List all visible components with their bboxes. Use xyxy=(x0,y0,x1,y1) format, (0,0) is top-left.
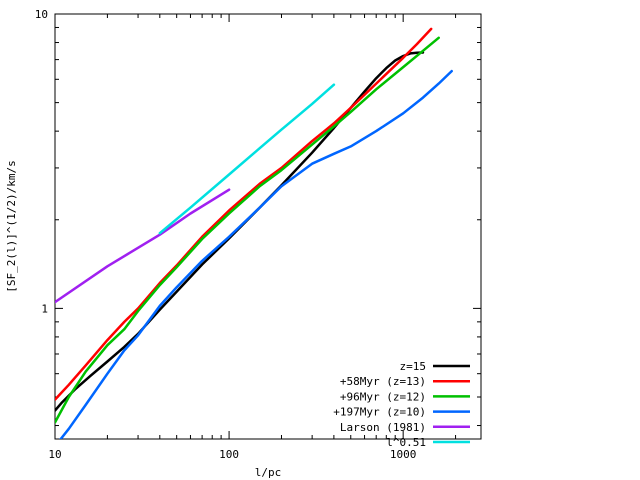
major-ticks xyxy=(54,13,481,439)
legend-label: Larson (1981) xyxy=(340,421,426,434)
legend-label: +96Myr (z=12) xyxy=(340,390,426,403)
y-axis-label: [SF_2(l)]^(1/2)/km/s xyxy=(5,160,18,292)
legend: z=15 +58Myr (z=13) +96Myr (z=12) +197Myr (z… xyxy=(333,360,470,449)
y-tick-label: 10 xyxy=(35,8,48,21)
x-axis-label: l/pc xyxy=(255,466,282,479)
legend-label: +197Myr (z=10) xyxy=(333,406,426,419)
x-tick-label: 10 xyxy=(48,448,61,461)
series-line-4 xyxy=(59,69,453,439)
x-tick-label: 1000 xyxy=(390,448,417,461)
x-tick-labels: 10 100 1000 xyxy=(48,448,416,461)
y-tick-labels: 1 10 xyxy=(35,8,48,315)
plot-frame xyxy=(54,13,482,440)
x-tick-label: 100 xyxy=(219,448,239,461)
series-group xyxy=(55,27,453,439)
series-line-3 xyxy=(55,36,440,424)
series-line-5 xyxy=(55,188,231,304)
legend-label: +58Myr (z=13) xyxy=(340,375,426,388)
legend-label: z=15 xyxy=(400,360,427,373)
legend-label: l^0.51 xyxy=(386,436,426,449)
series-line-6 xyxy=(158,83,336,235)
y-tick-label: 1 xyxy=(41,302,48,315)
series-line-2 xyxy=(55,27,433,401)
